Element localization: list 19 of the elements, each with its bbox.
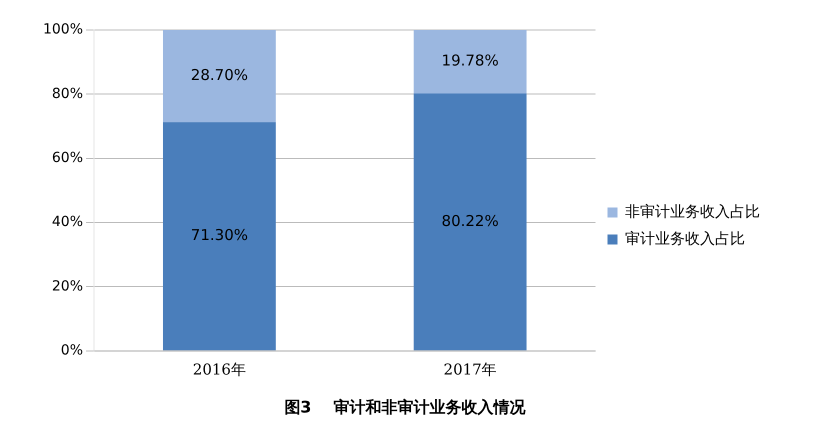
y-tick-label: 20% xyxy=(52,278,84,294)
y-tick-label: 80% xyxy=(52,86,84,102)
text: 图3 审计和非审计业务收入情况 xyxy=(284,398,527,417)
data-label: 71.30% xyxy=(190,226,248,244)
bar xyxy=(162,122,276,350)
y-tick-label: 60% xyxy=(52,150,84,166)
y-tick-label: 0% xyxy=(60,342,84,358)
bar xyxy=(414,93,527,350)
y-tick-label: 40% xyxy=(52,214,84,230)
legend-label: 审计业务收入占比 xyxy=(625,229,745,248)
x-tick-label: 2017年 xyxy=(444,360,497,379)
data-label: 19.78% xyxy=(442,52,499,70)
bar xyxy=(162,30,276,122)
legend-label: 非审计业务收入占比 xyxy=(625,202,760,220)
data-label: 80.22% xyxy=(442,212,499,230)
bar xyxy=(414,30,527,94)
data-label: 28.70% xyxy=(190,66,248,84)
y-tick-label: 100% xyxy=(42,22,84,38)
x-tick-label: 2016年 xyxy=(192,360,246,379)
